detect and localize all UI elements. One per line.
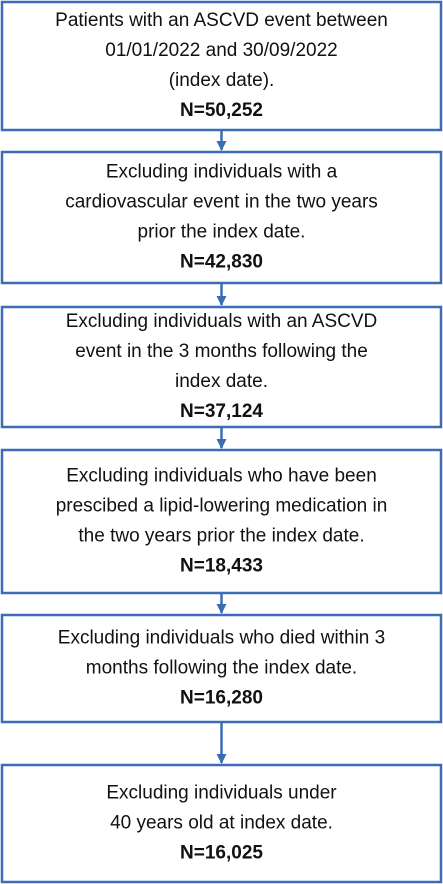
box-text: 01/01/2022 and 30/09/2022 <box>105 40 337 61</box>
flow-box <box>0 763 443 884</box>
box-text: cardiovascular event in the two years <box>65 192 378 213</box>
box-text: the two years prior the index date. <box>78 526 364 547</box>
box-count: N=50,252 <box>180 100 263 121</box>
box-text: Patients with an ASCVD event between <box>55 10 388 31</box>
box-text: Excluding individuals with an ASCVD <box>66 311 378 332</box>
box-count: N=37,124 <box>180 401 263 422</box>
box-text: months following the index date. <box>86 658 357 679</box>
flow-box <box>0 305 443 429</box>
box-text: Excluding individuals under <box>106 783 337 804</box>
box-count: N=16,280 <box>180 688 263 709</box>
flow-box <box>0 448 443 595</box>
box-text: event in the 3 months following the <box>75 341 368 362</box>
box-count: N=18,433 <box>180 556 263 577</box>
box-text: (index date). <box>169 70 275 91</box>
flow-box <box>0 613 443 724</box>
box-text: prior the index date. <box>138 222 306 243</box>
box-count: N=42,830 <box>180 252 263 273</box>
box-text: Excluding individuals with a <box>106 162 338 183</box>
box-text: Excluding individuals who died within 3 <box>58 628 385 649</box>
flow-box <box>0 0 443 132</box>
box-text: Excluding individuals who have been <box>66 466 377 487</box>
flow-box <box>0 150 443 285</box>
box-text: prescibed a lipid-lowering medication in <box>56 496 388 517</box>
box-text: 40 years old at index date. <box>110 813 333 834</box>
box-count: N=16,025 <box>180 843 263 864</box>
box-text: index date. <box>175 371 268 392</box>
